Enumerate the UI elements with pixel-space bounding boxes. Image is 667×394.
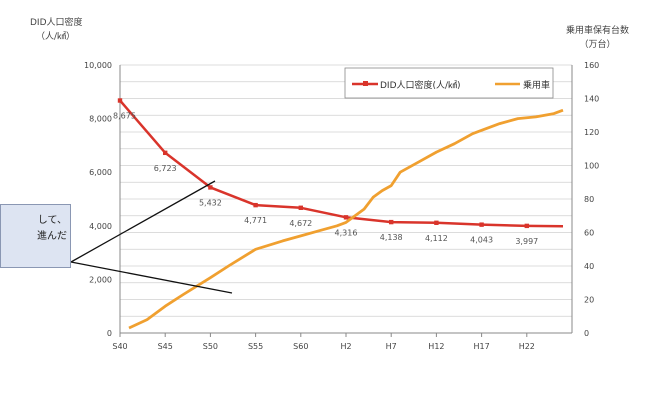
series-point-did (117, 98, 123, 103)
data-label: 4,771 (244, 216, 267, 225)
series-point-did (208, 185, 213, 190)
series-point-did (163, 150, 168, 156)
left-tick-label: 0 (107, 329, 112, 338)
callout-line1: して、 (37, 215, 67, 226)
grid (120, 64, 572, 317)
right-axis-ticks: 0 20 40 60 80 100 120 140 160 (584, 61, 599, 338)
right-tick-label: 140 (584, 95, 599, 104)
data-label: 4,316 (335, 228, 358, 237)
callout-line-lower (70, 261, 233, 294)
series-point-did (434, 220, 439, 225)
series (117, 98, 564, 330)
x-tick-label: S55 (248, 342, 263, 351)
data-label: 3,997 (515, 237, 538, 246)
left-tick-label: 2,000 (89, 275, 112, 284)
right-tick-label: 80 (584, 195, 594, 204)
series-point-did (298, 205, 303, 210)
right-tick-label: 60 (584, 229, 594, 238)
right-tick-label: 40 (584, 262, 594, 271)
x-tick-label: S45 (158, 342, 173, 351)
series-line-did (119, 99, 564, 228)
x-tick-label: H7 (386, 342, 397, 351)
right-tick-label: 20 (584, 296, 594, 305)
x-tick-label: S60 (293, 342, 308, 351)
left-tick-label: 10,000 (84, 61, 112, 70)
data-label: 8,675 (113, 112, 136, 121)
right-tick-label: 0 (584, 329, 589, 338)
right-tick-label: 100 (584, 162, 599, 171)
callout-box: して、 進んだ (0, 204, 71, 268)
data-label: 4,112 (425, 234, 448, 243)
x-tick-label: S40 (112, 342, 127, 351)
x-tick-label: H12 (428, 342, 444, 351)
legend-marker-did (363, 81, 368, 86)
series-point-did (389, 219, 394, 225)
data-label: 4,672 (289, 219, 312, 228)
series-point-did (479, 222, 484, 227)
data-label: 6,723 (154, 164, 177, 173)
legend-label-car: 乗用車 (523, 79, 550, 91)
callout-lines (70, 180, 233, 294)
callout-line-upper (70, 180, 216, 263)
data-label: 4,043 (470, 236, 493, 245)
x-tick-label: S50 (203, 342, 218, 351)
legend: DID人口密度(人/㎢) 乗用車 (344, 67, 554, 99)
right-axis-title-line2: （万台） (579, 40, 616, 50)
left-axis-ticks: 0 2,000 4,000 6,000 8,000 10,000 (84, 61, 112, 338)
left-axis-title-line2: （人/㎢） (36, 32, 76, 42)
left-axis-title-line1: DID人口密度 (30, 18, 83, 28)
series-point-did (253, 202, 258, 208)
x-tick-label: H22 (519, 342, 535, 351)
series-point-did (343, 215, 349, 220)
left-tick-label: 4,000 (89, 222, 112, 231)
legend-label-did: DID人口密度(人/㎢) (380, 79, 461, 91)
data-labels: 8,675 6,723 5,432 4,771 4,672 4,316 4,138 4,112… (113, 112, 538, 246)
data-label: 5,432 (199, 198, 222, 207)
series-point-did (524, 223, 529, 229)
left-tick-label: 8,000 (89, 115, 112, 124)
x-axis-ticks: S40 S45 S50 S55 S60 H2 H7 H12 H17 H22 (112, 333, 535, 351)
left-axis-title: DID人口密度 （人/㎢） (30, 16, 83, 44)
left-tick-label: 6,000 (89, 168, 112, 177)
right-tick-label: 120 (584, 128, 599, 137)
x-tick-label: H17 (473, 342, 489, 351)
right-axis-title-line1: 乗用車保有台数 (566, 26, 630, 36)
series-line-car (128, 108, 564, 330)
right-tick-label: 160 (584, 61, 599, 70)
x-tick-label: H2 (340, 342, 351, 351)
callout-line2: 進んだ (37, 231, 67, 242)
data-label: 4,138 (380, 233, 403, 242)
right-axis-title: 乗用車保有台数 （万台） (566, 24, 629, 52)
